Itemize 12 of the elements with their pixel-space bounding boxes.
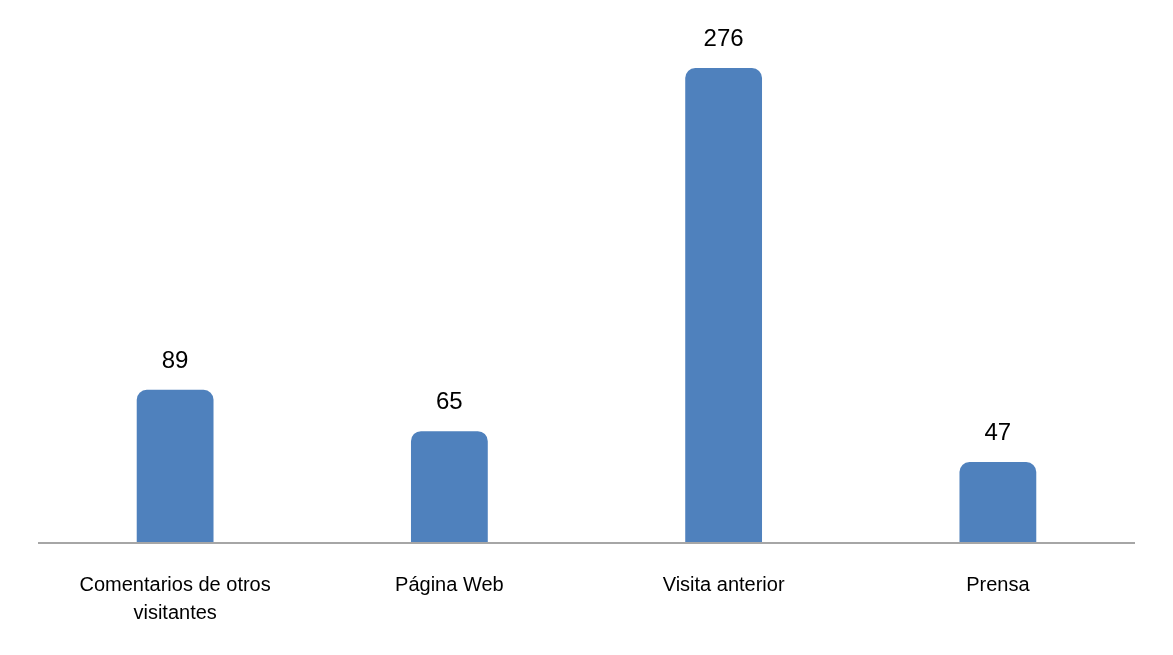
x-tick-label: Visita anterior: [662, 573, 785, 595]
data-label: 89: [161, 345, 189, 373]
bar: [685, 68, 763, 543]
bar: [410, 431, 488, 543]
x-tick-label: Comentarios de otros visitantes: [79, 573, 271, 623]
data-label: 65: [436, 387, 463, 415]
bar: [959, 462, 1037, 543]
x-tick-label: Página Web: [395, 573, 504, 595]
data-label: 47: [984, 418, 1012, 446]
data-label: 276: [703, 24, 744, 51]
x-tick-label: Prensa: [966, 573, 1031, 595]
bar: [136, 389, 214, 543]
